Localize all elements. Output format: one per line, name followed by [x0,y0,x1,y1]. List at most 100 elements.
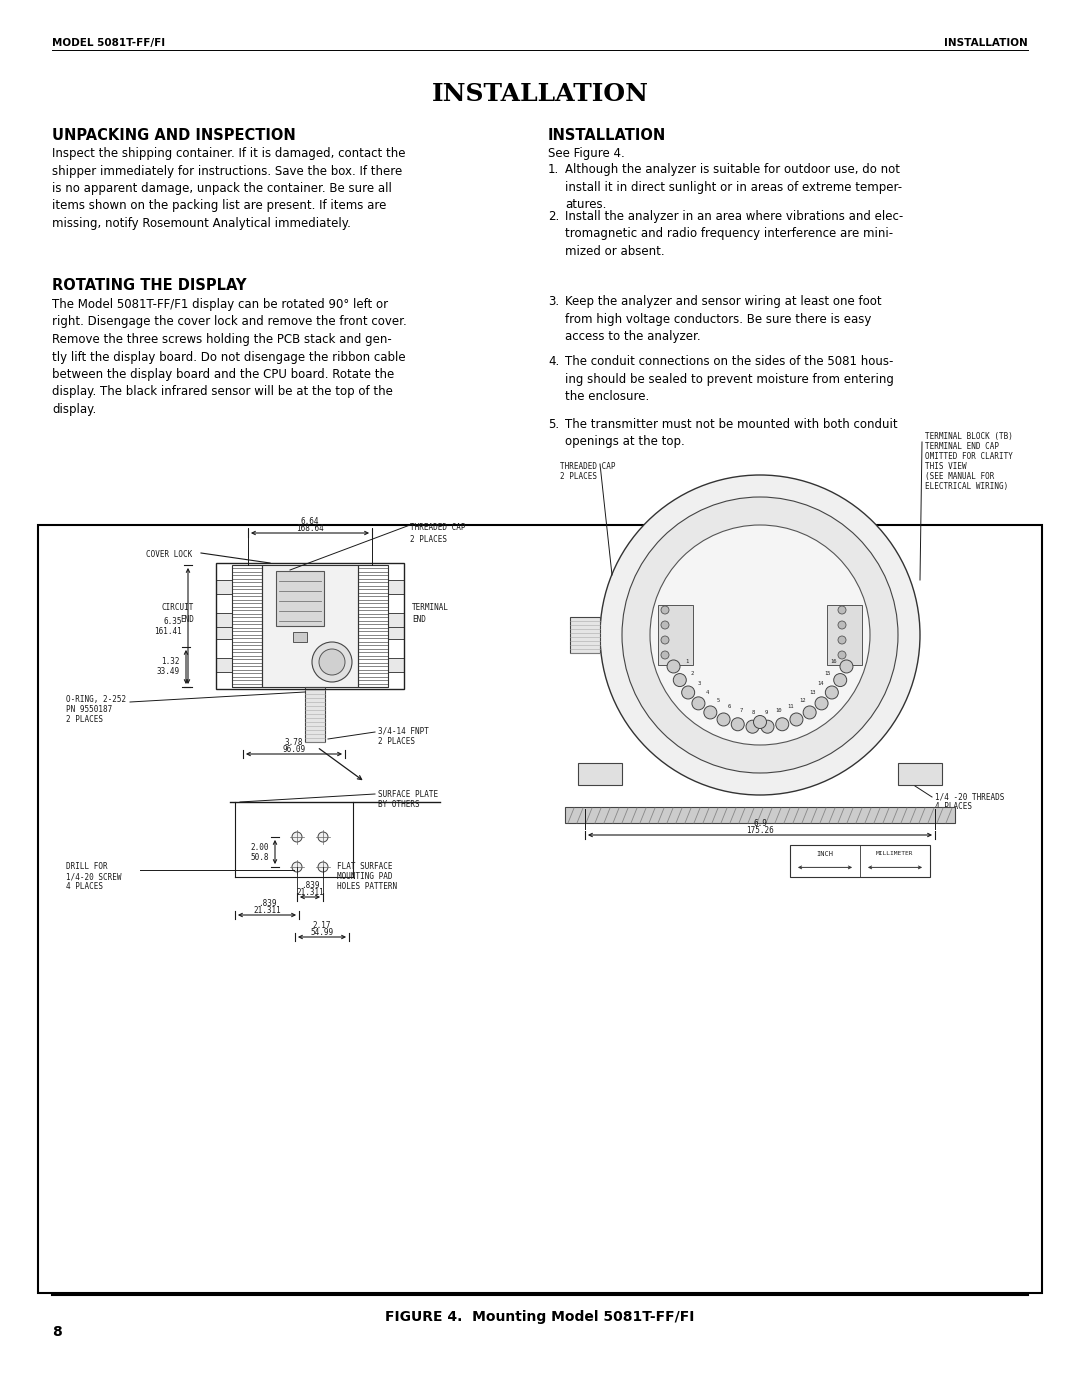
Bar [216,658,232,672]
Text: 12: 12 [799,698,806,703]
Circle shape [834,673,847,686]
Text: 4: 4 [706,690,710,696]
Text: CIRCUIT
END: CIRCUIT END [162,604,194,624]
Circle shape [312,643,352,682]
Circle shape [838,622,846,629]
Text: 2.17: 2.17 [313,921,332,930]
Text: ROTATING THE DISPLAY: ROTATING THE DISPLAY [52,278,246,293]
Text: 10: 10 [775,708,782,714]
Text: See Figure 4.: See Figure 4. [548,147,624,161]
Text: 15: 15 [825,671,832,676]
Text: 2.: 2. [548,210,559,224]
Text: 8: 8 [52,1324,62,1338]
Text: 168.64: 168.64 [296,524,324,534]
Circle shape [661,651,669,659]
Text: PN 9550187: PN 9550187 [66,705,112,714]
Text: INCH: INCH [816,851,834,856]
Circle shape [838,651,846,659]
Circle shape [804,705,816,719]
Bar [388,580,404,594]
Text: MODEL 5081T-FF/FI: MODEL 5081T-FF/FI [52,38,165,47]
Bar [565,807,955,823]
Bar [276,571,324,626]
Bar [789,845,930,877]
Bar [570,617,600,652]
Circle shape [318,862,328,872]
Circle shape [838,606,846,615]
Text: 6.64: 6.64 [300,517,320,527]
Text: Inspect the shipping container. If it is damaged, contact the
shipper immediatel: Inspect the shipping container. If it is… [52,147,405,231]
Text: 2 PLACES: 2 PLACES [410,535,447,543]
Text: 1/4 -20 THREADS: 1/4 -20 THREADS [935,792,1004,800]
Bar [388,613,404,627]
Text: TERMINAL
END: TERMINAL END [411,604,449,624]
Text: MILLIMETER: MILLIMETER [876,851,914,856]
Text: COVER LOCK: COVER LOCK [146,550,192,559]
Text: 3: 3 [698,682,701,686]
Text: 4.: 4. [548,355,559,367]
Text: 2.00: 2.00 [251,842,269,852]
Text: FLAT SURFACE: FLAT SURFACE [337,862,392,870]
Circle shape [292,862,302,872]
Text: 50.8: 50.8 [251,852,269,862]
Circle shape [622,497,897,773]
Bar [216,563,404,689]
Text: 8: 8 [752,710,755,715]
Text: Keep the analyzer and sensor wiring at least one foot
from high voltage conducto: Keep the analyzer and sensor wiring at l… [565,295,881,344]
Text: THIS VIEW: THIS VIEW [924,462,967,471]
Circle shape [650,525,870,745]
Circle shape [600,475,920,795]
Text: Install the analyzer in an area where vibrations and elec-
tromagnetic and radio: Install the analyzer in an area where vi… [565,210,903,258]
Text: The Model 5081T-FF/F1 display can be rotated 90° left or
right. Disengage the co: The Model 5081T-FF/F1 display can be rot… [52,298,407,416]
Text: .839: .839 [258,900,276,908]
Text: 1: 1 [685,659,688,664]
Text: 1.32: 1.32 [162,658,180,666]
Text: THREADED CAP: THREADED CAP [561,462,616,471]
Text: .839: .839 [300,882,320,890]
Circle shape [661,606,669,615]
Circle shape [775,718,788,731]
Text: ELECTRICAL WIRING): ELECTRICAL WIRING) [924,482,1009,490]
Text: INSTALLATION: INSTALLATION [944,38,1028,47]
Text: 2 PLACES: 2 PLACES [561,472,597,481]
Bar [388,658,404,672]
Circle shape [789,712,802,726]
Text: UNPACKING AND INSPECTION: UNPACKING AND INSPECTION [52,129,296,142]
Circle shape [681,686,694,698]
Bar [216,624,232,638]
Circle shape [761,721,774,733]
Text: 5: 5 [716,698,719,703]
Circle shape [754,715,767,728]
Bar [38,525,1042,1294]
Text: 1/4-20 SCREW: 1/4-20 SCREW [66,872,121,882]
Text: 21.311: 21.311 [296,888,324,897]
Circle shape [717,712,730,726]
Text: 14: 14 [818,682,824,686]
Text: 7: 7 [740,708,743,714]
Circle shape [661,622,669,629]
Circle shape [667,659,680,673]
Bar [216,613,232,627]
Text: 3/4-14 FNPT: 3/4-14 FNPT [378,726,429,736]
Text: BY OTHERS: BY OTHERS [378,800,420,809]
Text: DRILL FOR: DRILL FOR [66,862,108,870]
Text: THREADED CAP: THREADED CAP [410,522,465,532]
Text: TERMINAL END CAP: TERMINAL END CAP [924,441,999,451]
Text: The transmitter must not be mounted with both conduit
openings at the top.: The transmitter must not be mounted with… [565,418,897,448]
Text: The conduit connections on the sides of the 5081 hous-
ing should be sealed to p: The conduit connections on the sides of … [565,355,894,402]
Text: 21.311: 21.311 [253,907,281,915]
Text: 16: 16 [831,659,837,664]
Text: (SEE MANUAL FOR: (SEE MANUAL FOR [924,472,995,481]
Text: 6.9: 6.9 [753,819,767,828]
Text: MOUNTING PAD: MOUNTING PAD [337,872,392,882]
Text: 2 PLACES: 2 PLACES [378,738,415,746]
Circle shape [731,718,744,731]
Bar [827,605,862,665]
Text: 4 PLACES: 4 PLACES [66,882,103,891]
Circle shape [318,833,328,842]
Text: 2: 2 [690,671,693,676]
Circle shape [673,673,686,686]
Text: 6.35: 6.35 [163,616,183,626]
Circle shape [840,659,853,673]
Bar [578,763,622,785]
